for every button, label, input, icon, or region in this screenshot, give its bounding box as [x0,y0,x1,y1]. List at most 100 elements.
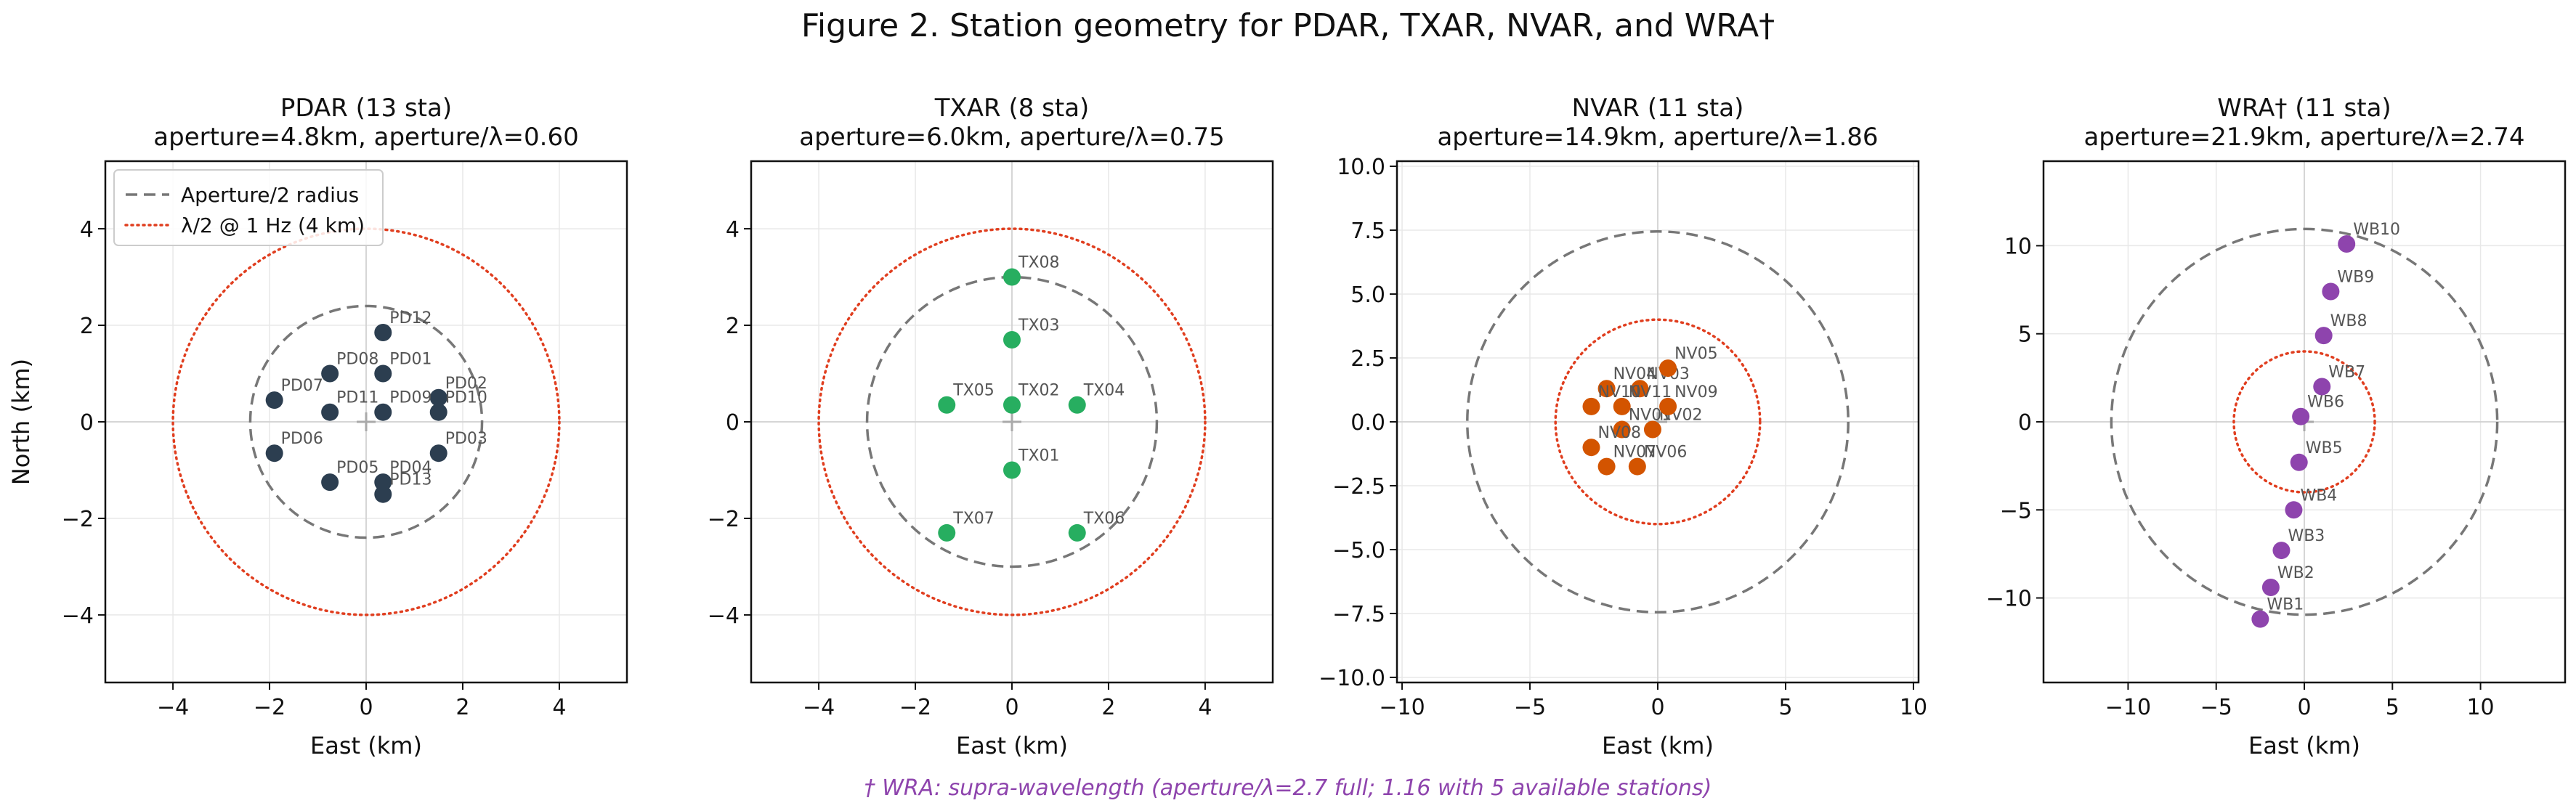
station-label: PD02 [445,375,487,393]
aperture-circle [2110,227,2499,616]
y-tick-label: −10 [1986,587,2032,612]
station-label: NV04 [1613,365,1657,383]
station-label: PD12 [389,309,432,327]
station-label: PD06 [281,430,323,448]
station-marker [2261,579,2280,597]
x-axis-label: East (km) [2248,732,2360,759]
x-tick-label: −4 [803,695,835,720]
station-label: PD04 [389,459,432,477]
halfwave-circle [2232,350,2376,494]
station-marker [1582,397,1600,415]
station-marker [1582,439,1600,457]
x-tick-label: 5 [2386,695,2399,720]
y-tick-label: 10.0 [1337,155,1385,180]
station-marker [429,388,447,407]
station-marker [2285,501,2303,519]
figure-footnote: † WRA: supra-wavelength (aperture/λ=2.7 … [864,775,1712,801]
plot-area: TX01 TX02 TX03 TX04 TX05 TX06 TX07 TX08 [751,161,1273,682]
station-marker [938,523,956,542]
x-tick-label: 2 [1101,695,1115,720]
station-marker [374,324,392,342]
station-label: WB4 [2300,486,2337,505]
y-tick-label: 2.5 [1350,346,1385,372]
station-label: PD03 [445,430,487,448]
panel-title: NVAR (11 sta) [1572,94,1744,123]
y-tick-label: −10.0 [1319,666,1385,691]
y-tick-label: −2 [62,507,94,532]
panel-3: NVAR (11 sta)aperture=14.9km, aperture/λ… [1319,94,1927,759]
plot-area: WB1 WB2 WB3 WB4 WB5 WB6 WB7 WB8 WB9 WB10 [2044,161,2565,682]
x-tick-label: 4 [1198,695,1212,720]
x-tick-label: 0 [359,695,373,720]
station-label: TX02 [1018,382,1060,400]
station-marker [321,403,339,421]
station-marker [2272,542,2291,560]
station-marker [2322,282,2340,301]
station-label: WB3 [2288,527,2325,545]
y-tick-label: 4 [80,217,94,243]
station-label: NV05 [1674,345,1718,363]
y-tick-label: 4 [726,217,740,243]
station-marker [374,364,392,383]
y-tick-label: 7.5 [1350,219,1385,244]
panel-title: TXAR (8 sta) [934,94,1090,123]
station-label: PD10 [445,389,487,407]
station-marker [265,391,283,409]
station-marker [1631,380,1649,398]
station-label: NV11 [1629,383,1672,402]
station-label: NV09 [1674,383,1718,402]
station-marker [321,473,339,492]
legend-entry-label: Aperture/2 radius [181,183,359,207]
station-marker [374,473,392,492]
station-marker [1643,420,1661,439]
station-marker [2338,235,2356,253]
station-label: WB10 [2353,221,2400,239]
panel-subtitle: aperture=6.0km, aperture/λ=0.75 [799,123,1224,152]
y-tick-label: 2 [726,314,740,339]
panels: PDAR (13 sta)aperture=4.8km, aperture/λ=… [7,94,2567,759]
y-axis-label: North (km) [7,359,35,485]
x-tick-label: −4 [157,695,189,720]
station-marker [2290,453,2308,471]
panel-title: WRA† (11 sta) [2217,94,2391,123]
station-label: WB2 [2277,564,2314,582]
legend: Aperture/2 radius λ/2 @ 1 Hz (4 km) [113,169,384,246]
y-tick-label: 0 [2018,410,2032,436]
y-tick-label: −5 [2000,498,2032,523]
station-label: WB6 [2307,394,2344,412]
aperture-circle [1466,230,1850,614]
y-tick-label: −2.5 [1332,474,1385,500]
station-label: NV06 [1644,444,1688,462]
y-tick-label: 5 [2018,322,2032,348]
x-tick-label: −2 [254,695,285,720]
y-tick-label: 0.0 [1350,410,1385,436]
station-label: TX01 [1018,447,1060,465]
panel-subtitle: aperture=14.9km, aperture/λ=1.86 [1437,123,1878,152]
x-tick-label: 4 [552,695,566,720]
station-label: PD13 [389,471,432,489]
plot-area: PD01 PD02 PD03 PD04 PD05 PD06 PD07 PD08 PD09 PD10… [105,161,627,682]
x-tick-label: 2 [455,695,469,720]
station-marker [2314,327,2333,345]
station-label: WB9 [2337,269,2374,287]
x-tick-label: −10 [2105,695,2151,720]
x-tick-label: 10 [2466,695,2494,720]
halfwave-circle [1554,318,1762,526]
y-tick-label: −2 [708,507,740,532]
x-axis-label: East (km) [956,732,1068,759]
x-tick-label: 0 [1005,695,1018,720]
station-marker [1003,461,1021,479]
y-tick-label: −5.0 [1332,538,1385,563]
station-label: WB1 [2267,596,2304,614]
station-marker [1003,396,1021,414]
station-marker [2292,407,2310,425]
station-marker [2313,378,2331,396]
station-marker [1068,523,1086,542]
station-label: PD01 [389,351,432,369]
station-marker [321,364,339,383]
station-label: PD08 [336,351,378,369]
x-tick-label: 5 [1778,695,1792,720]
station-marker [429,444,447,462]
panel-2: TXAR (8 sta)aperture=6.0km, aperture/λ=0… [708,94,1274,759]
